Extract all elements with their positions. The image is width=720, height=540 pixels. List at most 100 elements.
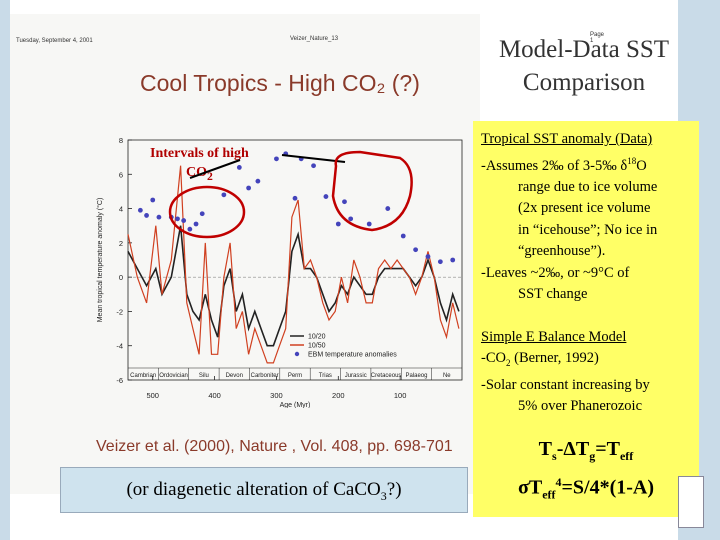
slide-title: Model-Data SST Comparison	[470, 33, 698, 99]
intervals-label-line2: CO	[185, 165, 207, 180]
ebm-point	[187, 226, 193, 232]
y-tick-label: 0	[119, 273, 123, 282]
series-line-10-50	[127, 165, 460, 364]
data-line-7: SST change	[518, 286, 588, 303]
x-tick-label: 500	[146, 391, 159, 400]
page-corner-decoration	[678, 476, 704, 528]
high-co2-interval-circle-1	[168, 185, 246, 239]
ebm-point	[181, 218, 187, 223]
period-label: Perm	[288, 373, 302, 379]
y-tick-label: -6	[116, 376, 123, 385]
period-label: Trias	[319, 373, 332, 379]
ebm-point	[246, 185, 252, 191]
left-border-stripe	[0, 0, 10, 540]
intervals-label-line1: Intervals of high	[150, 146, 249, 161]
diagenesis-note: (or diagenetic alteration of CaCO3?)	[126, 479, 402, 503]
y-tick-label: 6	[119, 170, 123, 179]
slide-title-line2: Comparison	[522, 69, 646, 96]
y-tick-label: -2	[116, 307, 123, 316]
ebm-point	[150, 197, 156, 203]
annotation-arrow-left	[189, 159, 241, 179]
period-label: Cretaceous	[371, 373, 402, 379]
legend-entry: EBM temperature anomalies	[308, 352, 397, 359]
model-line-3: 5% over Phanerozoic	[518, 398, 643, 415]
sst-anomaly-chart: -6 -4 -2 0 2 4 6 8 500 400 300 200 100 Age (Myr) Mean …	[96, 136, 463, 408]
high-co2-interval-circle-2	[331, 150, 413, 232]
geologic-period-bar: Cambrian Ordovician Silu Devon Carboniter Per…	[128, 367, 462, 380]
y-tick-label: -4	[116, 342, 123, 351]
data-section-title: Tropical SST anomaly (Data)	[481, 131, 653, 147]
ebm-point	[156, 214, 162, 220]
period-label: Devon	[226, 373, 243, 379]
ebm-point	[425, 254, 431, 259]
annotation-arrow-right	[281, 154, 346, 163]
scanned-figure-page: Tuesday, September 4, 2001 Veizer_Nature…	[10, 14, 604, 494]
ebm-point	[144, 213, 149, 218]
ebm-point	[175, 216, 180, 222]
notes-panel: Tropical SST anomaly (Data) -Assumes 2‰ …	[473, 121, 699, 517]
energy-balance-equations: Ts-ΔTg=Teff σTeff4=S/4*(1-A)	[473, 436, 699, 508]
y-tick-label: 4	[119, 205, 123, 214]
ebm-point	[413, 247, 419, 253]
ebm-point	[323, 194, 329, 199]
ebm-point	[236, 165, 242, 170]
data-line-2: range due to ice volume	[518, 178, 658, 195]
intervals-label-subscript: 2	[206, 169, 213, 183]
ebm-point	[221, 192, 227, 198]
model-line-2: -Solar constant increasing by	[481, 376, 650, 393]
x-tick-label: 300	[270, 391, 283, 400]
x-tick-label: 400	[208, 391, 221, 400]
ebm-point	[292, 195, 298, 201]
chart-series	[127, 151, 460, 364]
period-label: Silu	[199, 373, 209, 379]
model-section-title: Simple E Balance Model	[481, 328, 627, 345]
scan-header-date: Tuesday, September 4, 2001	[16, 38, 93, 44]
data-line-1: -Assumes 2‰ of 3-5‰ δ18O	[481, 155, 647, 174]
data-line-3: (2x present ice volume	[518, 200, 651, 217]
intervals-of-high-co2-label: Intervals of high CO2	[150, 144, 249, 186]
ebm-point	[311, 163, 316, 169]
diagenesis-note-box: (or diagenetic alteration of CaCO3?)	[60, 467, 468, 513]
period-label: Ordovician	[159, 373, 188, 379]
ebm-point	[400, 233, 406, 239]
ebm-point	[437, 259, 443, 265]
period-label: Carboniter	[251, 373, 279, 379]
ebm-point	[342, 199, 347, 205]
plot-frame	[127, 139, 463, 381]
figure-title: Cool Tropics - High CO₂ (?)	[140, 70, 420, 96]
ebm-point	[335, 221, 341, 227]
scan-header-page: Page 1	[590, 32, 605, 44]
stefan-boltzmann-equation: σTeff4=S/4*(1-A)	[517, 475, 655, 502]
y-axis-title: Mean tropical temperature anomaly (°C)	[96, 198, 104, 323]
x-tick-label: 200	[332, 391, 345, 400]
legend-entry: 10/20	[308, 334, 326, 341]
period-label: Ne	[443, 373, 451, 379]
ebm-point	[366, 221, 372, 227]
ebm-point	[385, 206, 391, 211]
chart-legend: 10/20 10/50 EBM temperature anomalies	[290, 334, 397, 359]
ebm-point	[274, 156, 279, 162]
temperature-equation: Ts-ΔTg=Teff	[538, 438, 634, 463]
scan-header-file: Veizer_Nature_13	[290, 36, 339, 42]
slide-title-line1: Model-Data SST	[498, 36, 670, 63]
model-line-1: -CO2 (Berner, 1992)	[481, 350, 599, 369]
period-label: Cambrian	[130, 373, 156, 379]
y-tick-label: 2	[119, 239, 123, 248]
ebm-point	[348, 216, 354, 222]
period-label: Palaeog	[405, 373, 427, 379]
x-axis-title: Age (Myr)	[280, 402, 311, 408]
citation: Veizer et al. (2000), Nature , Vol. 408,…	[96, 438, 453, 455]
data-line-4: in “icehouse”; No ice in	[518, 221, 658, 238]
ebm-point	[193, 221, 199, 227]
legend-entry: 10/50	[308, 343, 326, 350]
chart-axes: -6 -4 -2 0 2 4 6 8 500 400 300 200 100 Age (Myr) Mean …	[96, 136, 463, 408]
period-label: Jurassic	[345, 373, 367, 379]
data-line-5: “greenhouse”).	[518, 243, 606, 260]
y-tick-label: 8	[119, 136, 123, 145]
ebm-point	[255, 178, 261, 184]
ebm-point	[450, 257, 456, 263]
ebm-point	[137, 207, 143, 213]
ebm-point	[199, 211, 205, 217]
x-tick-label: 100	[394, 391, 407, 400]
